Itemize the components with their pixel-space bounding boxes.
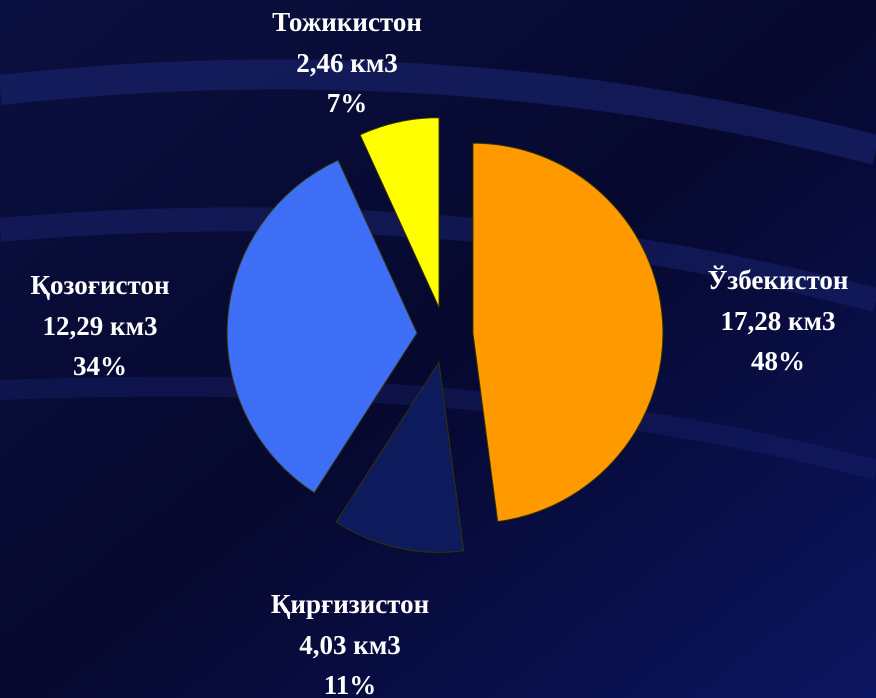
slice-label: Ўзбекистон (708, 265, 849, 295)
slice-label: Қирғизистон (271, 589, 429, 619)
pie-slice (335, 360, 465, 553)
labels: Ўзбекистон 17,28 км3 48% Қирғизистон 4,03 км… (30, 7, 848, 698)
value-label: 4,03 км3 (299, 630, 400, 660)
pie-slice (359, 117, 440, 308)
value-label: 12,29 км3 (43, 311, 158, 341)
pie (226, 117, 664, 553)
percentage-label: 11% (324, 670, 377, 698)
pie-slice (226, 159, 418, 494)
decor-arc (0, 59, 876, 165)
decor-arc (0, 207, 876, 312)
value-label: 2,46 км3 (296, 48, 397, 78)
pie-slice (472, 142, 664, 523)
value-label: 17,28 км3 (721, 306, 836, 336)
percentage-label: 48% (751, 346, 805, 376)
slice-label: Тожикистон (272, 7, 422, 37)
percentage-label: 34% (73, 351, 127, 381)
slice-label: Қозоғистон (30, 270, 169, 300)
percentage-label: 7% (327, 88, 368, 118)
decor-arc (0, 376, 876, 480)
